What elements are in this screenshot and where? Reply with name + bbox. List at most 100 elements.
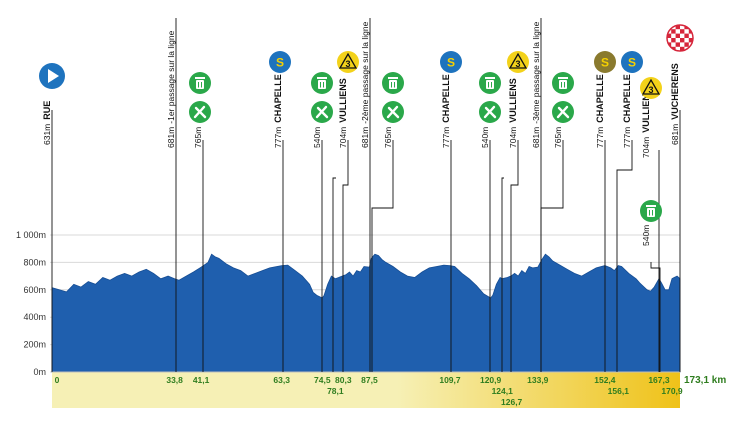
milestone: 765m [371, 127, 394, 372]
milestone-place: VULLIENS [508, 78, 518, 123]
start-icon [39, 63, 65, 89]
distance-label: 109,7 [439, 375, 461, 385]
feed-zone-icon [311, 101, 333, 123]
climb-cat3-icon: 3 [337, 51, 359, 73]
milestone-altitude: 777m [441, 127, 451, 148]
milestone-label: 681m -3ème passage sur la ligne [531, 21, 541, 148]
ravito-bin-icon [382, 72, 404, 94]
milestone-altitude: 777m [622, 127, 632, 148]
y-tick-label: 800m [23, 257, 46, 267]
climb-cat3-icon: 3 [640, 77, 662, 99]
distance-label: 133,9 [527, 375, 549, 385]
milestone-altitude: 765m [193, 127, 203, 148]
svg-text:3: 3 [515, 59, 520, 69]
sprint-dark-icon: S [594, 51, 616, 73]
milestone-place: CHAPELLE [273, 74, 283, 123]
distance-label: 87,5 [361, 375, 378, 385]
y-tick-label: 400m [23, 312, 46, 322]
milestone-label: 777m CHAPELLE [595, 74, 605, 148]
milestone-place: CHAPELLE [441, 74, 451, 123]
milestone: 681m -2ème passage sur la ligne [360, 18, 371, 372]
ravito-bin-icon [311, 72, 333, 94]
finish-icon [666, 24, 694, 52]
milestone: 777m CHAPELLE [595, 74, 606, 372]
milestone-label: 704m VULLIENS [641, 88, 651, 158]
feed-zone-icon [382, 101, 404, 123]
milestone-altitude: 765m [383, 127, 393, 148]
milestone: 540m [312, 127, 323, 372]
milestone: 704m VULLIENS [508, 78, 519, 372]
distance-label: 156,1 [608, 386, 630, 396]
milestone-label: 540m [312, 127, 322, 148]
milestone: 704m VULLIENS [338, 78, 349, 372]
milestone-altitude: 631m [42, 124, 52, 145]
milestone-label: 681m -1er passage sur la ligne [166, 30, 176, 148]
distance-label: 126,7 [501, 397, 523, 407]
distance-label: 80,3 [335, 375, 352, 385]
milestone-leader-line [332, 177, 336, 372]
svg-text:3: 3 [648, 85, 653, 95]
milestone-label: 765m [193, 127, 203, 148]
svg-text:S: S [276, 56, 284, 70]
ravito-bin-icon [189, 72, 211, 94]
milestone-place: RUE [42, 101, 52, 120]
milestone-altitude: 681m [360, 127, 370, 148]
distance-label: 124,1 [492, 386, 514, 396]
milestone-place: CHAPELLE [595, 74, 605, 123]
milestone [332, 177, 336, 372]
feed-zone-icon [552, 101, 574, 123]
milestone-place: VULLIENS [338, 78, 348, 123]
distance-label: 33,8 [166, 375, 183, 385]
milestone-label: 704m VULLIENS [508, 78, 518, 148]
milestone: 777m CHAPELLE [616, 74, 633, 372]
milestone: 777m CHAPELLE [273, 74, 284, 372]
milestone-place: CHAPELLE [622, 74, 632, 123]
milestone-leader-line [371, 140, 394, 372]
milestone-note: -3ème passage sur la ligne [531, 21, 541, 123]
milestone: 540m [480, 127, 491, 372]
y-tick-label: 200m [23, 340, 46, 350]
milestone-note: -2ème passage sur la ligne [360, 21, 370, 123]
y-tick-label: 0m [33, 367, 46, 377]
milestone-altitude: 777m [273, 127, 283, 148]
milestone-label: 777m CHAPELLE [273, 74, 283, 148]
milestone: 765m [540, 127, 564, 372]
milestone-altitude: 704m [338, 127, 348, 148]
milestone-altitude: 540m [312, 127, 322, 148]
ravito-bin-icon [479, 72, 501, 94]
milestone-label: 631m RUE [42, 101, 52, 145]
distance-label: 0 [55, 375, 60, 385]
ravito-bin-icon [552, 72, 574, 94]
distance-band [52, 372, 680, 408]
milestone: 765m [193, 127, 204, 372]
milestone-label: 777m CHAPELLE [622, 74, 632, 148]
milestone: 681m VUCHERENS [670, 63, 681, 372]
milestone-label: 777m CHAPELLE [441, 74, 451, 148]
milestone-altitude: 765m [553, 127, 563, 148]
milestone-label: 681m -2ème passage sur la ligne [360, 21, 370, 148]
milestone: 704m VULLIENS [641, 88, 660, 372]
svg-text:S: S [628, 56, 636, 70]
y-tick-label: 1 000m [16, 230, 46, 240]
distance-label: 120,9 [480, 375, 502, 385]
svg-text:3: 3 [345, 59, 350, 69]
milestone-label: 681m VUCHERENS [670, 63, 680, 145]
ravito-bin-icon [640, 200, 662, 222]
milestone-leader-line [650, 262, 661, 372]
milestone-altitude: 681m [166, 127, 176, 148]
milestone-altitude: 704m [508, 127, 518, 148]
milestone-altitude: 540m [480, 127, 490, 148]
distance-label: 170,9 [661, 386, 683, 396]
milestone: 540m [641, 225, 661, 372]
milestone-altitude: 681m [670, 124, 680, 145]
distance-label: 78,1 [327, 386, 344, 396]
y-tick-label: 600m [23, 285, 46, 295]
milestone-note: -1er passage sur la ligne [166, 30, 176, 123]
milestone-altitude: 681m [531, 127, 541, 148]
milestone-place: VULLIENS [641, 88, 651, 133]
milestone-place: VUCHERENS [670, 63, 680, 120]
elevation-profile-area [51, 253, 681, 373]
milestone-altitude: 704m [641, 137, 651, 158]
